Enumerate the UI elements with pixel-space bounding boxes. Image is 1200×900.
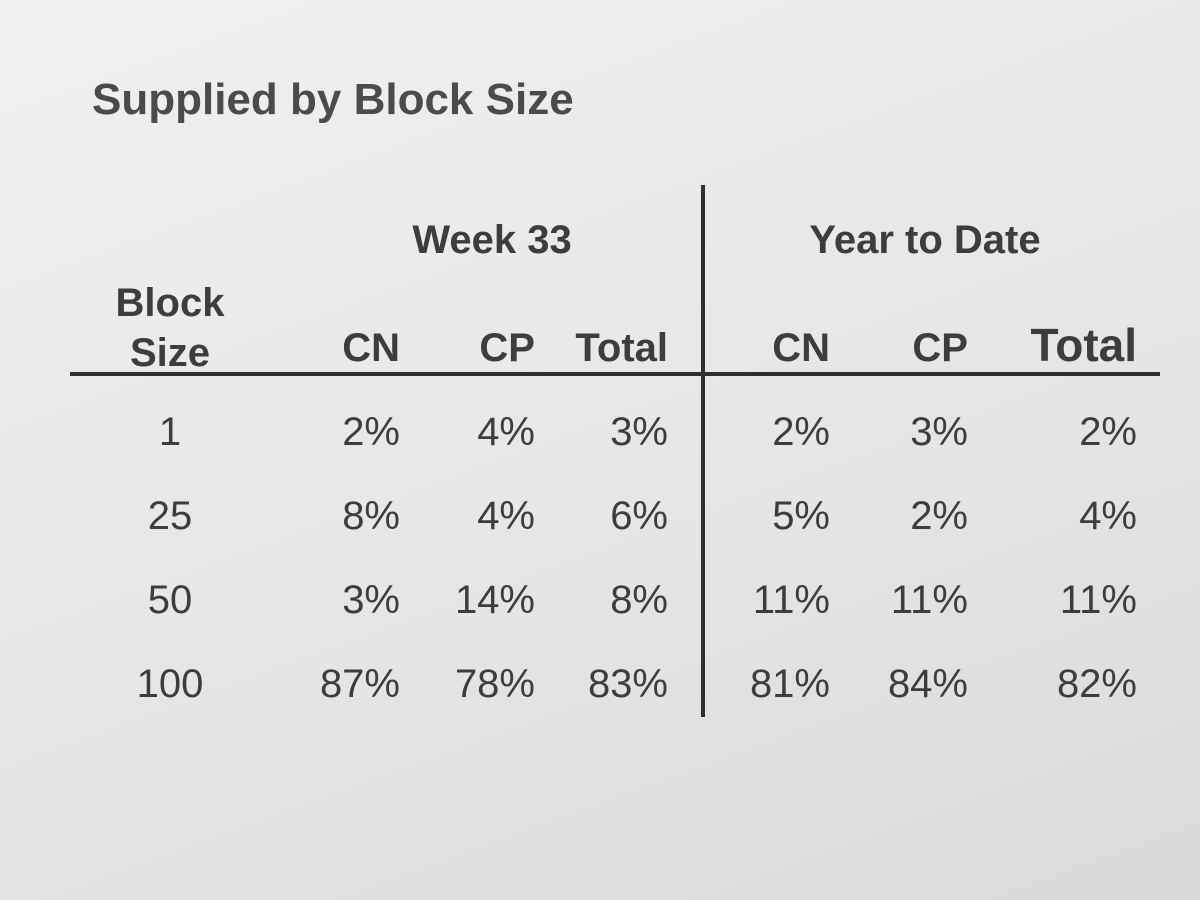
cell: 8% [610,578,668,622]
column-header: Block Size [115,281,225,375]
cell: 83% [587,662,668,706]
row-label: 25 [147,494,193,538]
cell: 3% [610,410,668,454]
cell: 2% [772,410,830,454]
group-header: Year to Date [809,218,1041,262]
cell: 87% [319,662,400,706]
cell: 11% [890,578,968,622]
cell: 81% [749,662,830,706]
column-header: CN [772,326,830,370]
divider-horizontal [70,372,1160,376]
row-label: 50 [147,578,193,622]
cell: 82% [1056,662,1137,706]
cell: 14% [454,578,535,622]
cell: 84% [887,662,968,706]
cell: 5% [772,494,830,538]
cell: 2% [910,494,968,538]
group-header: Week 33 [412,218,572,262]
row-label: 1 [158,410,182,454]
column-header: CP [479,326,535,370]
cell: 4% [477,494,535,538]
cell: 2% [342,410,400,454]
cell: 4% [1079,494,1137,538]
column-header: CP [912,326,968,370]
column-header: Total [1030,319,1137,371]
column-header: CN [342,326,400,370]
cell: 4% [477,410,535,454]
cell: 11% [1059,578,1137,622]
cell: 3% [342,578,400,622]
cell: 8% [342,494,400,538]
cell: 2% [1079,410,1137,454]
cell: 11% [752,578,830,622]
divider-vertical [701,185,705,717]
cell: 78% [454,662,535,706]
cell: 6% [610,494,668,538]
cell: 3% [910,410,968,454]
title: Supplied by Block Size [92,75,574,124]
row-label: 100 [136,662,204,706]
column-header: Total [575,326,668,370]
